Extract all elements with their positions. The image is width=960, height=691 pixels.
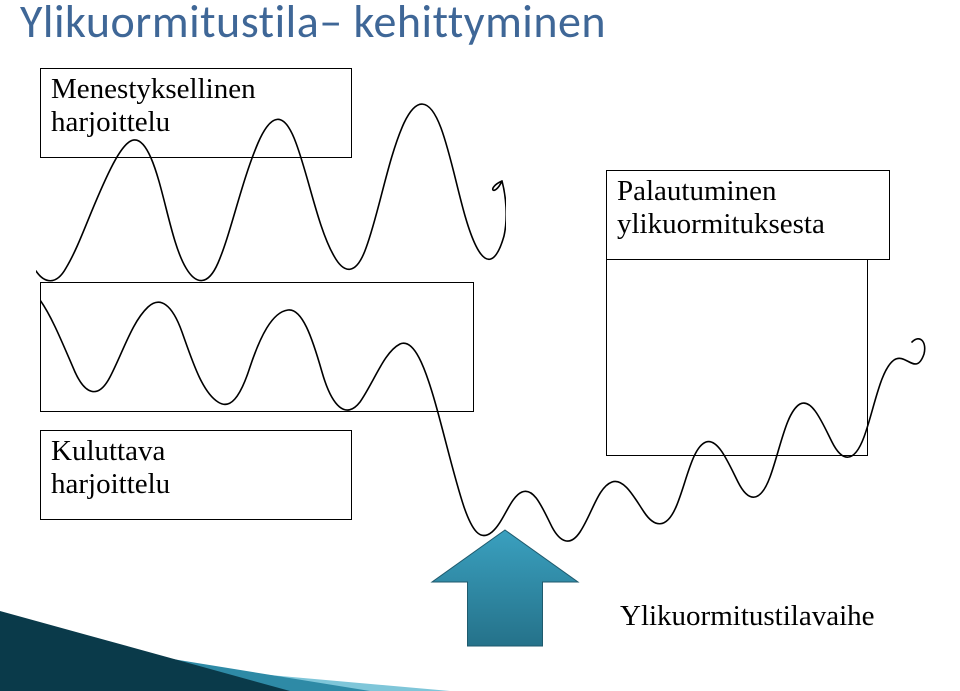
accent-stripes bbox=[0, 591, 520, 691]
arrow-label: Ylikuormitustilavaihe bbox=[620, 600, 875, 633]
label-box-recovery: Palautuminen ylikuormituksesta bbox=[606, 170, 890, 260]
label-line: ylikuormituksesta bbox=[617, 208, 825, 240]
slide-canvas: { "title": { "text": "Ylikuormitustila– … bbox=[0, 0, 960, 691]
label-line: Palautuminen bbox=[617, 175, 776, 207]
wave-bottom bbox=[40, 282, 930, 562]
arrow-label-text: Ylikuormitustilavaihe bbox=[620, 600, 875, 632]
slide-title: Ylikuormitustila– kehittyminen bbox=[20, 0, 960, 50]
wave-top bbox=[36, 88, 506, 308]
label-line: Kuluttava bbox=[51, 435, 165, 467]
slide-title-text: Ylikuormitustila– kehittyminen bbox=[20, 0, 960, 50]
label-line: harjoittelu bbox=[51, 468, 170, 500]
label-box-exhausting-training: Kuluttava harjoittelu bbox=[40, 430, 352, 520]
